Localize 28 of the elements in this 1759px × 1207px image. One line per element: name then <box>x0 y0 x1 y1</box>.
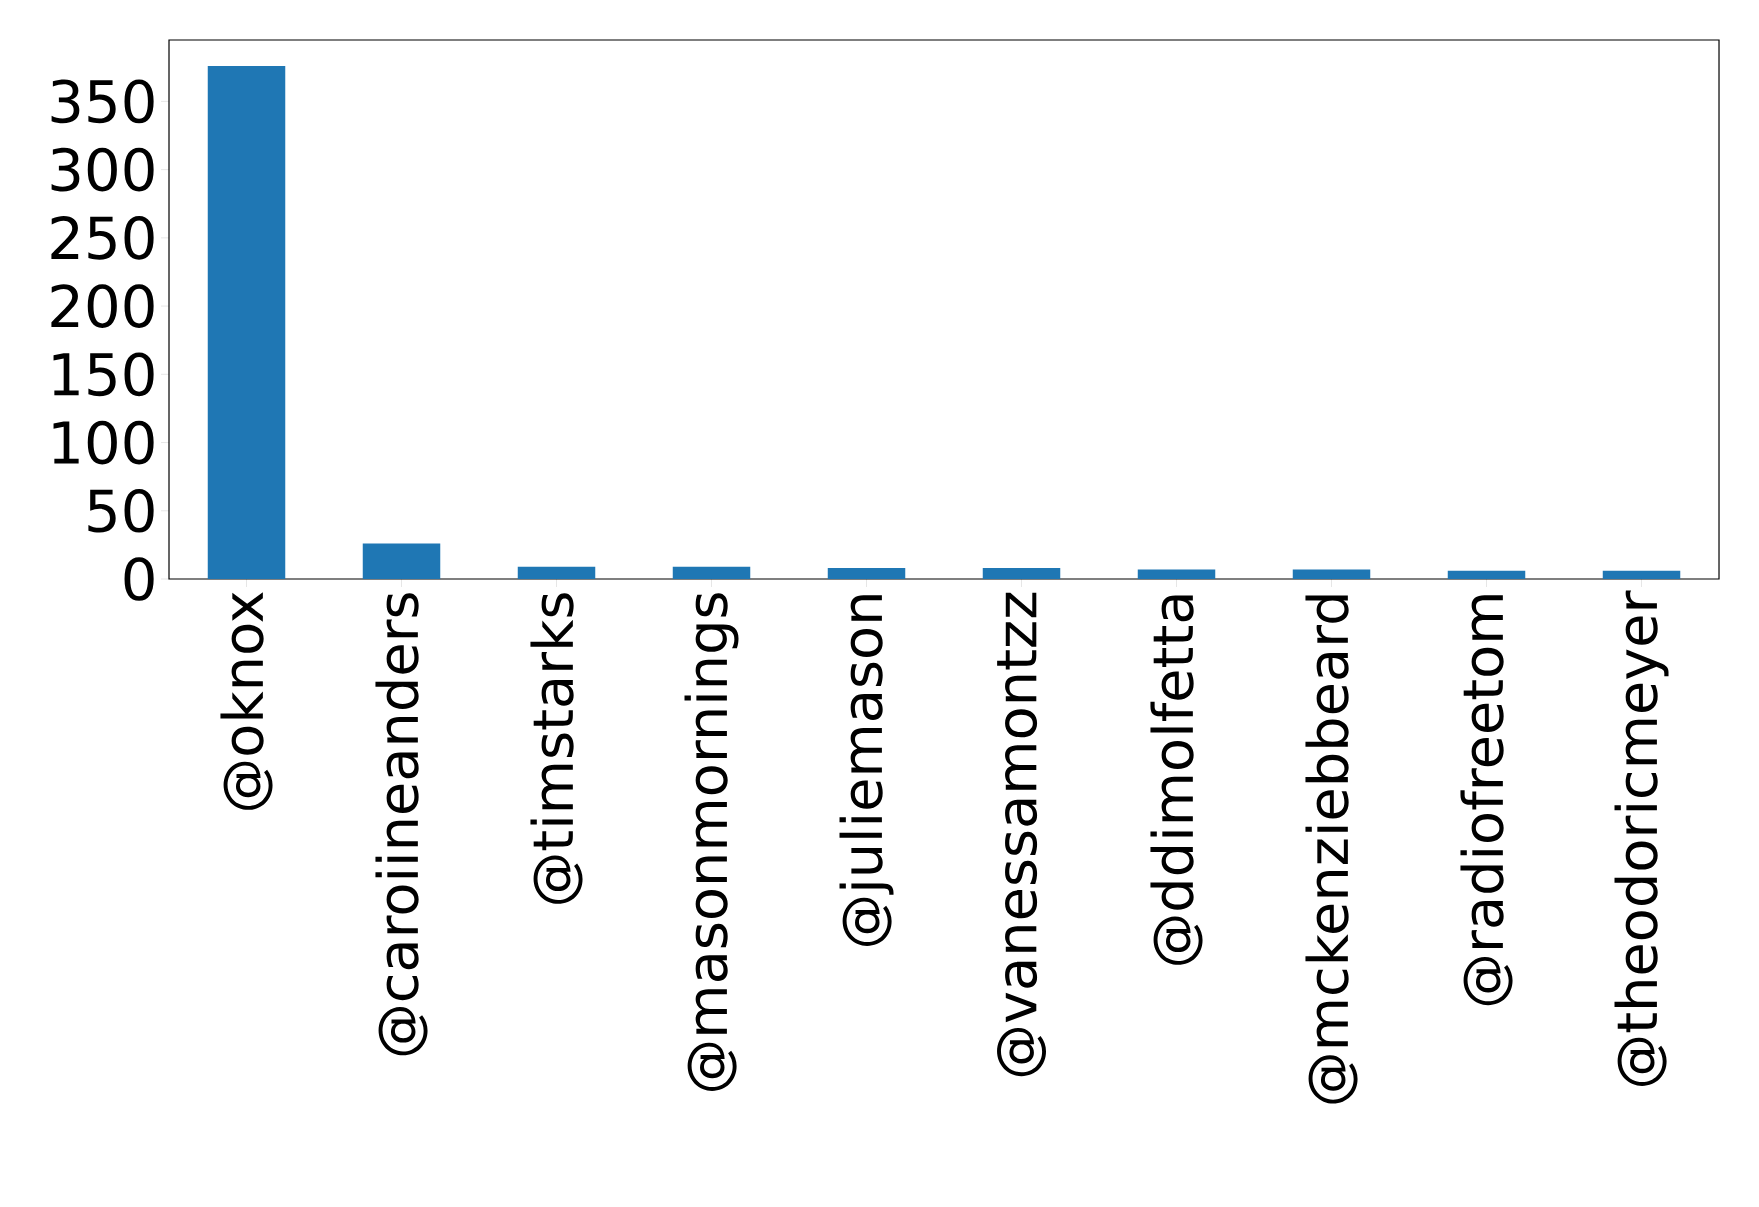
y-tick-label: 350 <box>51 79 154 124</box>
x-tick-label: @radiofreetom <box>1460 595 1513 1006</box>
bar <box>982 568 1061 579</box>
bar <box>672 566 751 579</box>
bar <box>1292 569 1371 579</box>
x-tick-label: @mckenziebbeard <box>1305 595 1358 1104</box>
x-tick-label: @ddimolfetta <box>1150 595 1203 965</box>
y-tick-label: 250 <box>51 215 154 260</box>
x-tick-label: @juliemason <box>839 595 894 946</box>
y-tick-label: 0 <box>124 557 154 601</box>
bar <box>207 65 286 579</box>
x-tick-label: @theodoricmeyer <box>1614 590 1669 1086</box>
y-tick-label: 50 <box>88 488 154 533</box>
bar <box>1447 570 1526 579</box>
x-tick-label: @oknox <box>220 592 273 810</box>
bar <box>827 568 906 579</box>
x-tick-label: @timstarks <box>530 593 583 904</box>
bar <box>517 566 596 579</box>
bar <box>1602 570 1681 579</box>
bar <box>1137 569 1216 579</box>
x-tick-label: @masonmornings <box>684 593 739 1091</box>
y-tick-label: 150 <box>53 352 154 397</box>
x-tick-label: @caroiineanders <box>375 593 428 1056</box>
y-tick-label: 100 <box>53 420 154 465</box>
y-tick-label: 200 <box>51 284 154 328</box>
x-tick-label: @vanessamontzz <box>997 592 1046 1077</box>
y-tick-label: 300 <box>51 147 154 192</box>
bar <box>362 543 441 579</box>
